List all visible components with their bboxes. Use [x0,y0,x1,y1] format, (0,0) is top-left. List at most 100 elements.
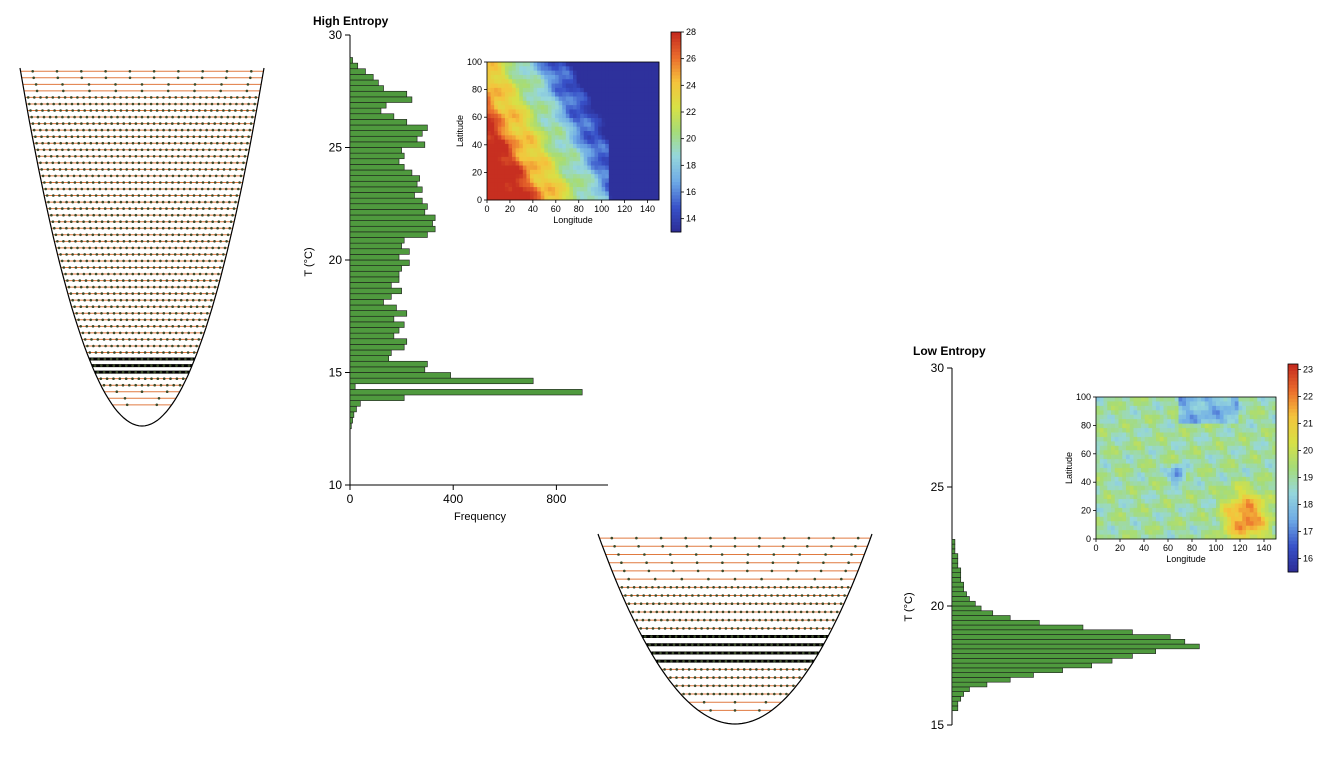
heatmap-cell [641,118,646,123]
heatmap-cell [1186,481,1191,487]
heatmap-cell [1148,485,1153,491]
heatmap-cell [655,174,660,179]
particle-dot [65,200,68,204]
particle-dot [70,168,74,171]
heatmap-cell [1141,503,1146,509]
heatmap-cell [544,178,549,184]
heatmap-cell [1201,485,1206,491]
particle-dot [232,115,236,119]
particle-dot [118,312,122,315]
heatmap-cell [1103,463,1108,469]
colorbar-swatch [671,152,681,156]
heatmap-cell [1171,445,1176,451]
heatmap-cell [633,96,638,102]
particle-dot [211,292,215,295]
particle-dot [119,161,122,165]
particle-dot [116,122,120,125]
particle-dot [98,240,101,243]
colorbar-swatch [671,52,681,56]
heatmap-cell [1178,405,1183,411]
particle-dot [736,602,740,605]
heatmap-cell [1167,476,1172,482]
heatmap-cell [565,156,570,162]
heatmap-cell [1189,414,1194,420]
heatmap-cell [1216,428,1221,433]
particle-dot [690,651,693,655]
particle-dot [156,272,159,276]
heatmap-cell [583,178,588,184]
particle-dot [110,344,113,348]
particle-dot [91,259,95,263]
heatmap-cell [1171,432,1176,438]
heatmap-cell [587,143,592,149]
particle-dot [228,141,231,145]
particle-dot [113,128,116,132]
heatmap-cell [576,135,581,141]
particle-dot [743,635,746,638]
particle-dot [694,692,697,696]
heatmap-cell [1103,499,1108,504]
heatmap-cell [1197,445,1202,451]
particle-dot [125,318,129,322]
heatmap-cell [494,126,499,132]
heatmap-cell [626,182,631,188]
particle-dot [97,259,101,263]
heatmap-cell [537,148,542,153]
particle-dot [34,83,38,86]
heatmap-cell [583,74,588,80]
particle-dot [110,187,114,191]
heatmap-cell [573,174,577,179]
particle-dot [185,141,189,145]
heatmap-cell [1242,472,1247,478]
heatmap-cell [1174,450,1179,456]
heatmap-cell [530,122,534,128]
particle-dot [143,102,147,106]
heatmap-cell [1174,432,1179,438]
heatmap-cell [497,66,502,72]
particle-dot [153,357,156,361]
heatmap-cell [1242,530,1247,535]
heatmap-cell [558,113,563,119]
heatmap-cell [490,182,495,188]
heatmap-cell [1133,436,1138,442]
particle-dot [183,259,187,263]
particle-dot [205,161,208,165]
particle-dot [137,109,141,112]
heatmap-cell [1238,441,1243,447]
particle-dot [202,259,205,263]
heatmap-cell [655,126,660,132]
particle-dot [742,586,746,589]
heatmap-cell [533,105,538,110]
histogram-bar [349,130,423,137]
heatmap-cell [1137,401,1142,407]
heatmap-cell [558,169,563,175]
heatmap-cell [1238,481,1243,487]
particle-dot [103,207,107,210]
heatmap-cell [1193,401,1198,407]
heatmap-cell [1242,414,1247,420]
particle-dot [110,233,113,237]
heatmap-cell [655,187,660,192]
heatmap-cell [1126,494,1131,500]
heatmap-cell [587,96,592,102]
particle-dot [97,305,101,309]
heatmap-cell [1156,459,1161,464]
particle-dot [95,135,98,138]
particle-dot [167,83,170,86]
x-tick-label: 60 [551,204,561,214]
heatmap-cell [522,109,527,115]
heatmap-cell [1238,450,1243,456]
heatmap-cell [1253,410,1258,416]
heatmap-cell [551,105,556,110]
heatmap-cell [655,152,660,158]
particle-dot [236,161,239,165]
histogram-bar [349,119,408,126]
heatmap-cell [580,143,585,149]
heatmap-cell [1126,481,1131,487]
particle-dot [219,240,222,243]
heatmap-cell [1197,414,1202,420]
heatmap-cell [558,143,563,149]
heatmap-cell [626,100,631,106]
heatmap-cell [544,139,549,145]
heatmap-cell [562,118,567,123]
